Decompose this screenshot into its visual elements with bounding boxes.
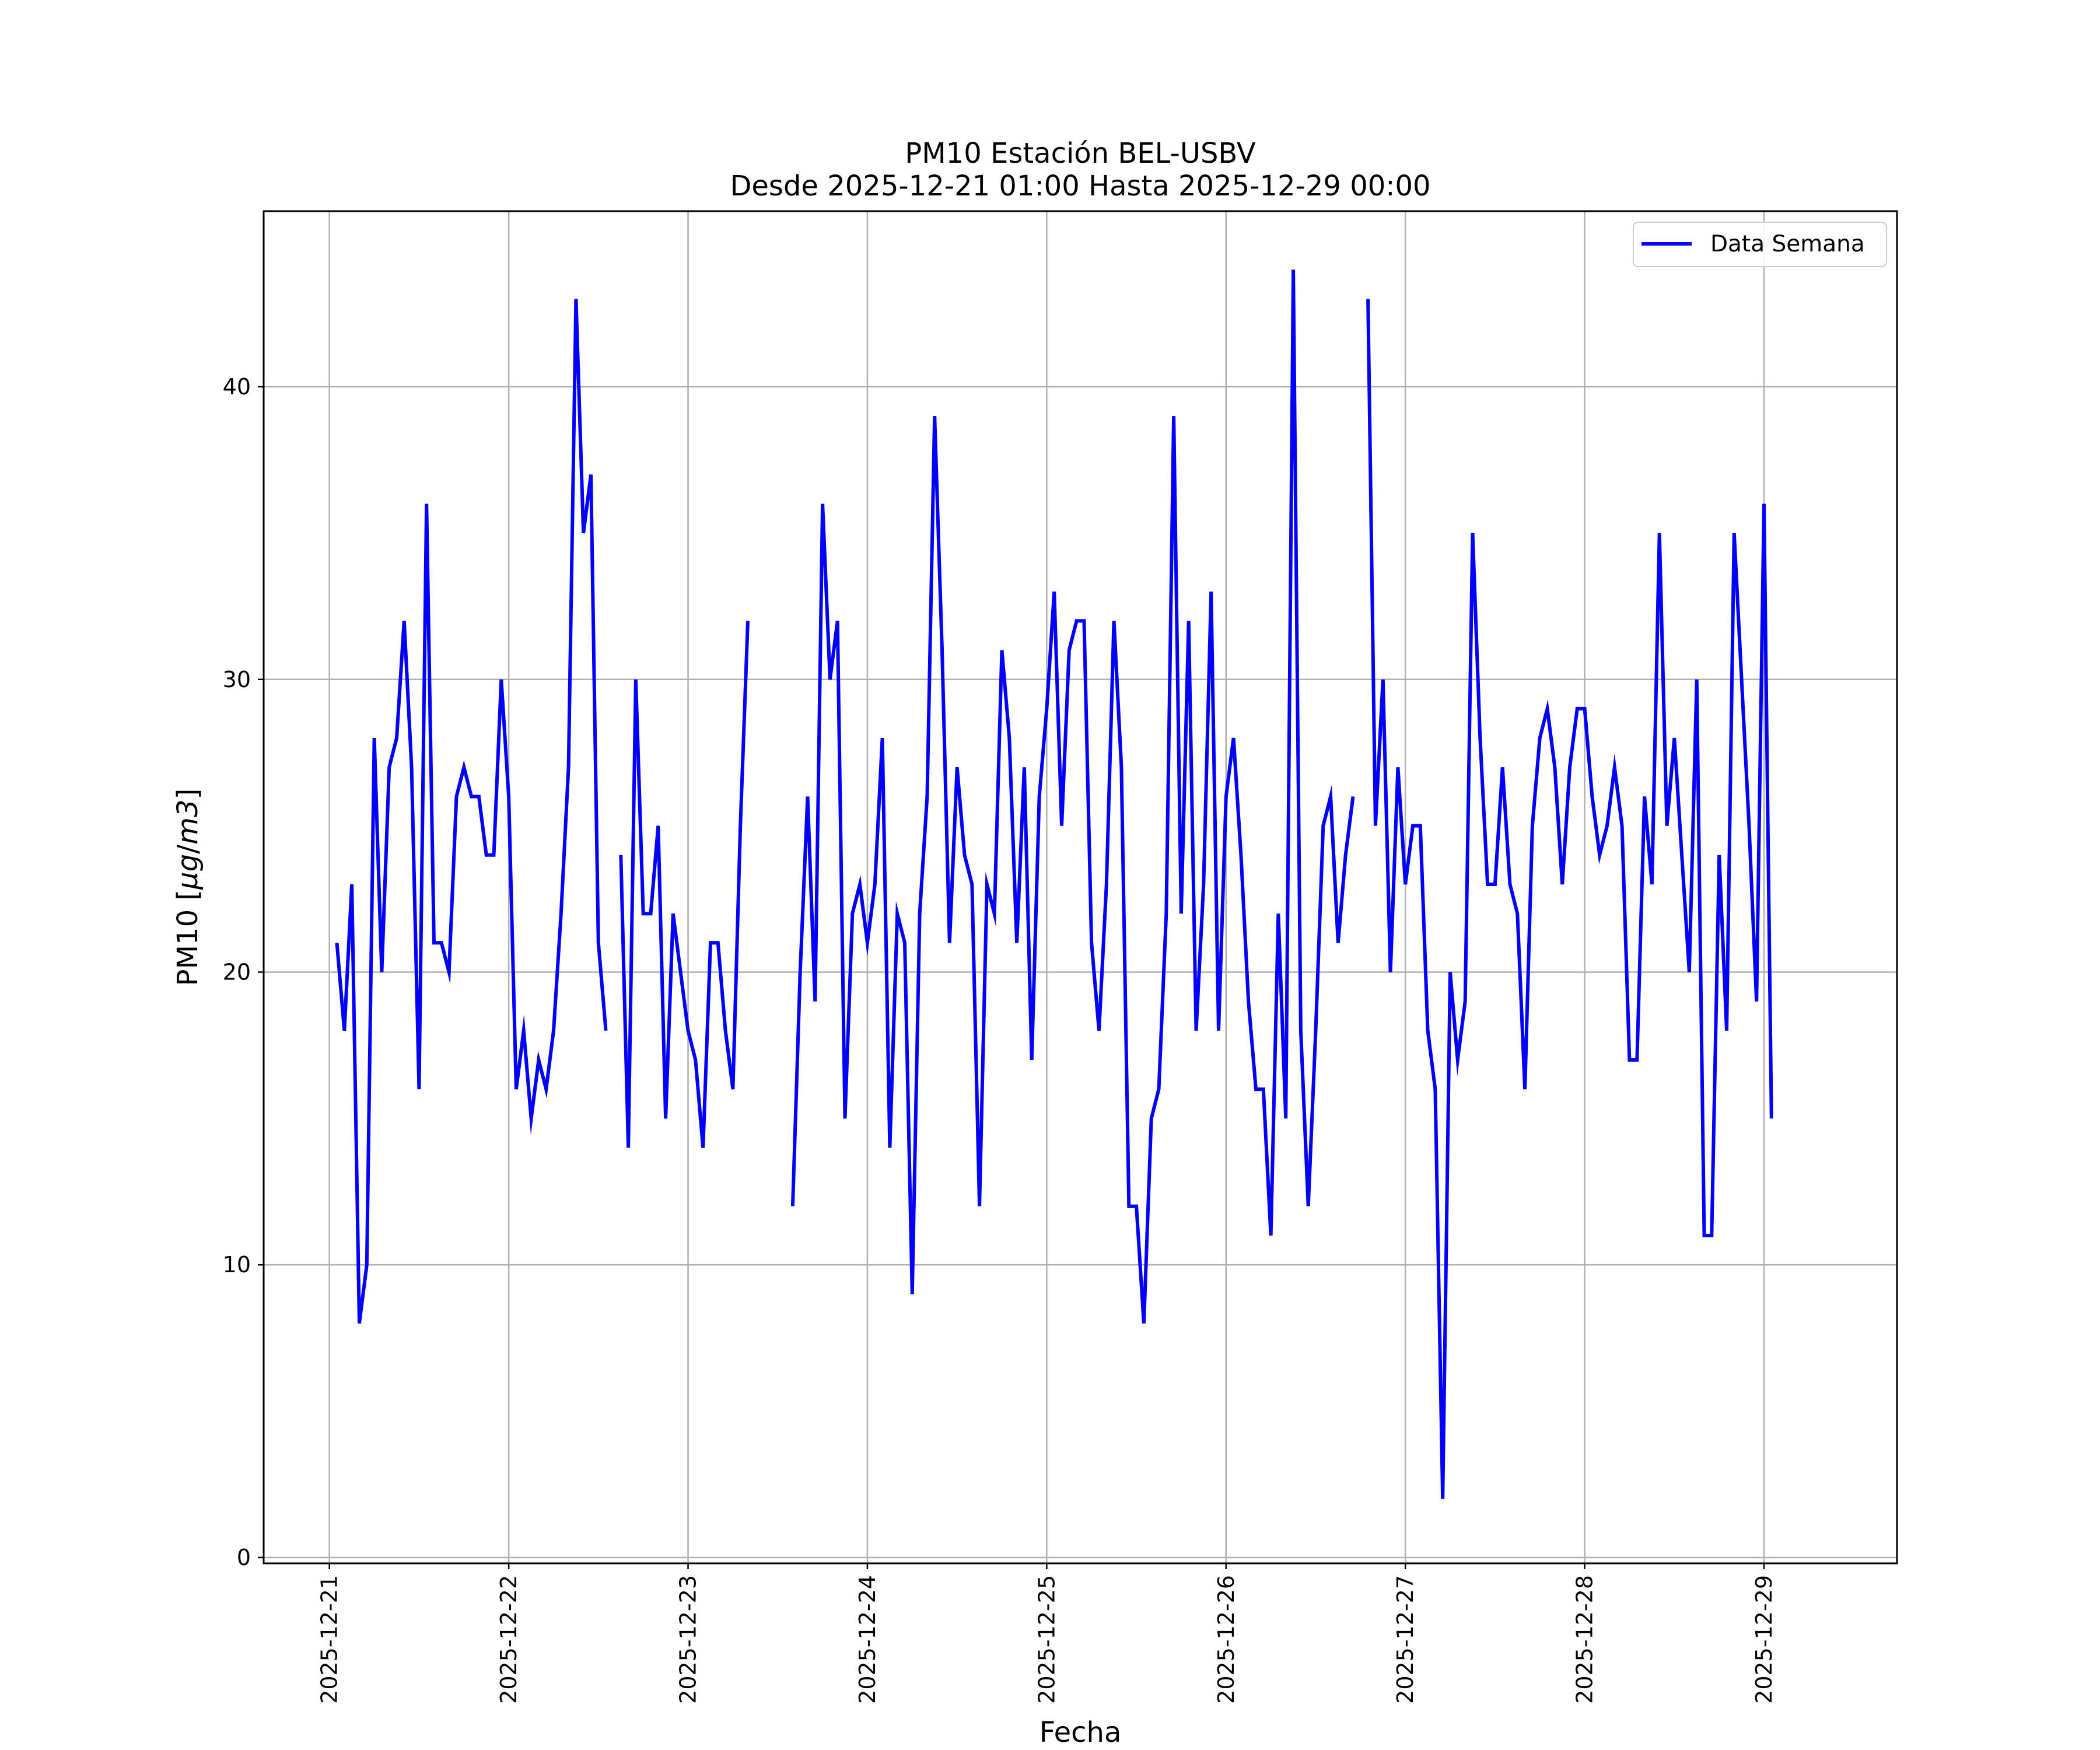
y-tick-label-0: 0 [237, 1545, 251, 1570]
x-axis-label: Fecha [1040, 1716, 1122, 1749]
y-tick-label-2: 20 [223, 960, 251, 985]
series-line-segment-0-3 [1366, 299, 1773, 1499]
legend-box [1633, 222, 1887, 267]
x-tick-label-4: 2025-12-25 [1034, 1575, 1059, 1704]
x-tick-label-6: 2025-12-27 [1392, 1575, 1418, 1704]
y-tick-label-3: 30 [223, 667, 251, 692]
chart-title: PM10 Estación BEL-USBV [905, 137, 1256, 170]
series-line-segment-0-1 [619, 621, 750, 1148]
x-tick-label-8: 2025-12-29 [1751, 1575, 1777, 1704]
plot-area-frame [262, 210, 1898, 1564]
series-line-segment-0-0 [335, 299, 608, 1324]
legend-label: Data Semana [1710, 231, 1865, 257]
x-tick-label-1: 2025-12-22 [496, 1575, 522, 1704]
series-layer [335, 270, 1773, 1499]
series-line-segment-0-2 [790, 270, 1355, 1324]
x-tick-label-2: 2025-12-23 [676, 1575, 701, 1704]
axis-ticks: 0 10 20 30 40 2025-12-21 2025-12-22 2025-12-23 2… [223, 374, 1777, 1704]
x-tick-label-7: 2025-12-28 [1572, 1575, 1598, 1704]
x-tick-label-5: 2025-12-26 [1213, 1575, 1239, 1704]
y-tick-label-4: 40 [223, 374, 251, 400]
x-tick-label-0: 2025-12-21 [317, 1575, 342, 1704]
x-tick-label-3: 2025-12-24 [855, 1575, 880, 1704]
chart-subtitle: Desde 2025-12-21 01:00 Hasta 2025-12-29 … [730, 170, 1430, 202]
legend: Data Semana [1633, 222, 1887, 267]
grid [264, 211, 1897, 1563]
y-tick-label-1: 10 [223, 1252, 251, 1278]
y-axis-label: PM10 [μg/m3] [172, 789, 204, 986]
